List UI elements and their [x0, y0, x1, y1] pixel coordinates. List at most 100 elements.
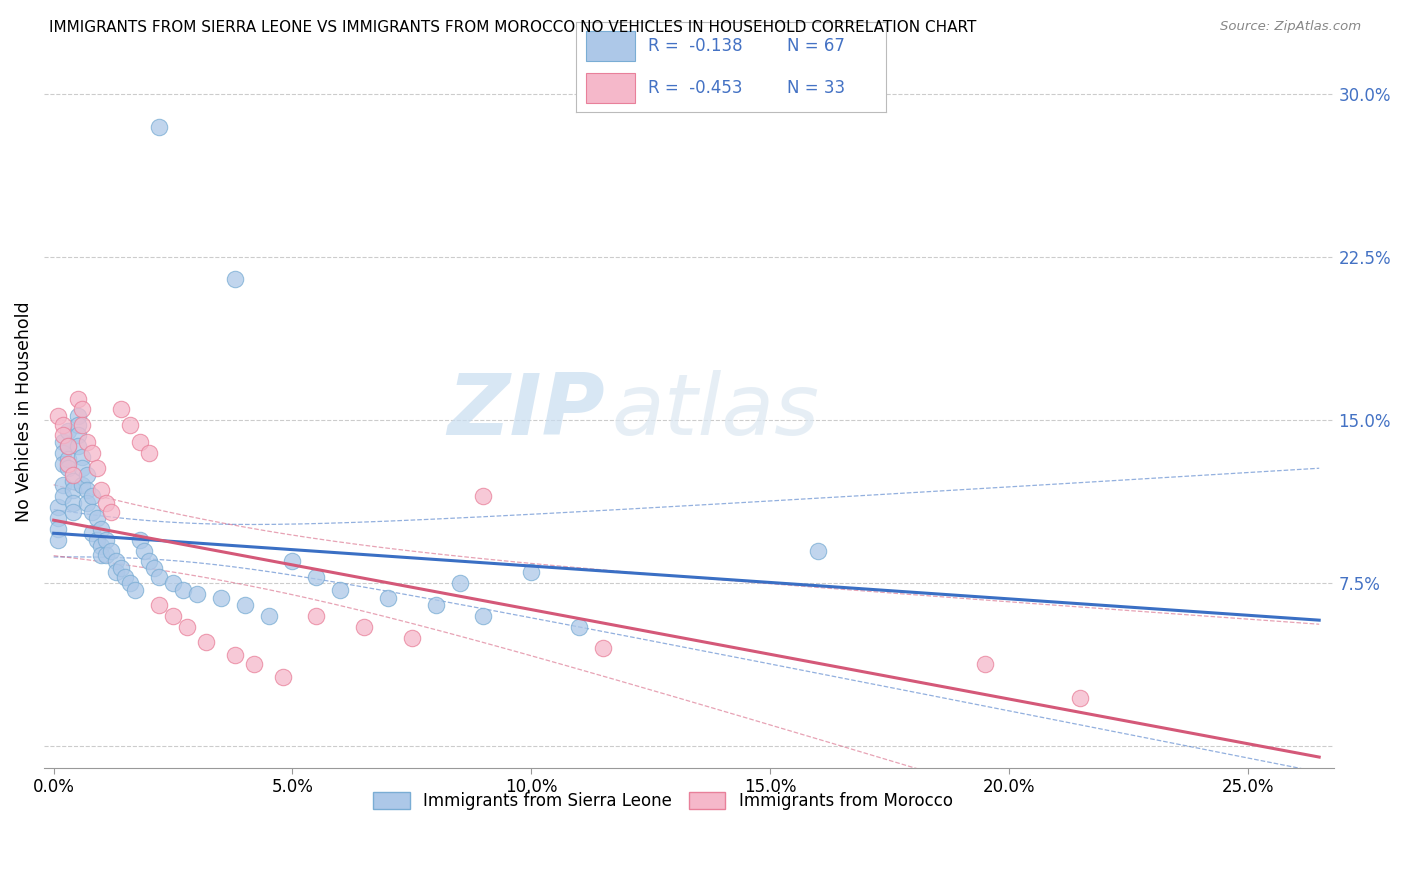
Point: [224, 648, 246, 662]
Point: [148, 120, 170, 134]
Point: [592, 641, 614, 656]
Point: [472, 489, 495, 503]
Point: [100, 504, 122, 518]
Point: [52, 478, 75, 492]
Point: [520, 566, 543, 580]
Point: [973, 657, 995, 671]
Point: [124, 582, 146, 597]
Point: [120, 576, 142, 591]
Point: [1069, 691, 1091, 706]
Point: [66, 428, 89, 442]
Point: [62, 483, 84, 497]
Point: [76, 483, 98, 497]
Point: [62, 504, 84, 518]
Y-axis label: No Vehicles in Household: No Vehicles in Household: [15, 301, 32, 522]
Point: [104, 566, 127, 580]
Point: [353, 620, 375, 634]
Point: [76, 467, 98, 482]
Point: [305, 570, 328, 584]
Point: [568, 620, 591, 634]
Point: [52, 434, 75, 449]
Point: [120, 417, 142, 432]
Point: [52, 417, 75, 432]
Point: [80, 489, 103, 503]
Point: [80, 526, 103, 541]
Point: [48, 522, 70, 536]
Point: [90, 548, 112, 562]
Point: [128, 533, 150, 547]
Point: [807, 543, 830, 558]
Point: [401, 631, 423, 645]
Point: [56, 424, 79, 438]
Text: N = 67: N = 67: [787, 37, 845, 55]
Bar: [586, 31, 636, 61]
Point: [56, 439, 79, 453]
Point: [271, 670, 294, 684]
Point: [96, 533, 118, 547]
Point: [62, 474, 84, 488]
Point: [48, 409, 70, 423]
Point: [142, 561, 165, 575]
Point: [62, 496, 84, 510]
Point: [56, 452, 79, 467]
Point: [52, 489, 75, 503]
Text: IMMIGRANTS FROM SIERRA LEONE VS IMMIGRANTS FROM MOROCCO NO VEHICLES IN HOUSEHOLD: IMMIGRANTS FROM SIERRA LEONE VS IMMIGRAN…: [49, 20, 977, 35]
Point: [66, 392, 89, 406]
Point: [138, 554, 160, 568]
Point: [329, 582, 352, 597]
Point: [96, 548, 118, 562]
Point: [148, 570, 170, 584]
Point: [186, 587, 208, 601]
Legend: Immigrants from Sierra Leone, Immigrants from Morocco: Immigrants from Sierra Leone, Immigrants…: [367, 785, 959, 817]
Point: [52, 457, 75, 471]
Point: [233, 598, 256, 612]
Bar: [586, 73, 636, 103]
Point: [128, 434, 150, 449]
Text: N = 33: N = 33: [787, 79, 845, 97]
Point: [209, 591, 232, 606]
Point: [96, 496, 118, 510]
Point: [224, 272, 246, 286]
Point: [48, 533, 70, 547]
Point: [104, 554, 127, 568]
Point: [472, 608, 495, 623]
Point: [162, 576, 184, 591]
Point: [100, 543, 122, 558]
Point: [66, 417, 89, 432]
Point: [86, 533, 108, 547]
Point: [80, 504, 103, 518]
Point: [86, 511, 108, 525]
Point: [72, 417, 94, 432]
Point: [281, 554, 304, 568]
Text: Source: ZipAtlas.com: Source: ZipAtlas.com: [1220, 20, 1361, 33]
Point: [56, 439, 79, 453]
Text: ZIP: ZIP: [447, 370, 605, 453]
Point: [56, 461, 79, 475]
Point: [305, 608, 328, 623]
Point: [425, 598, 447, 612]
Point: [449, 576, 471, 591]
Point: [257, 608, 280, 623]
Point: [72, 450, 94, 465]
Point: [48, 511, 70, 525]
Point: [195, 635, 218, 649]
Text: R =  -0.453: R = -0.453: [648, 79, 742, 97]
Point: [176, 620, 198, 634]
Point: [66, 409, 89, 423]
Point: [72, 478, 94, 492]
Point: [56, 457, 79, 471]
Point: [134, 543, 156, 558]
Point: [90, 539, 112, 553]
Point: [114, 570, 136, 584]
Point: [138, 446, 160, 460]
Point: [377, 591, 399, 606]
Point: [110, 561, 132, 575]
Point: [76, 434, 98, 449]
Point: [148, 598, 170, 612]
Point: [90, 522, 112, 536]
Point: [66, 439, 89, 453]
Point: [76, 496, 98, 510]
Point: [172, 582, 194, 597]
Text: R =  -0.138: R = -0.138: [648, 37, 742, 55]
Point: [90, 483, 112, 497]
